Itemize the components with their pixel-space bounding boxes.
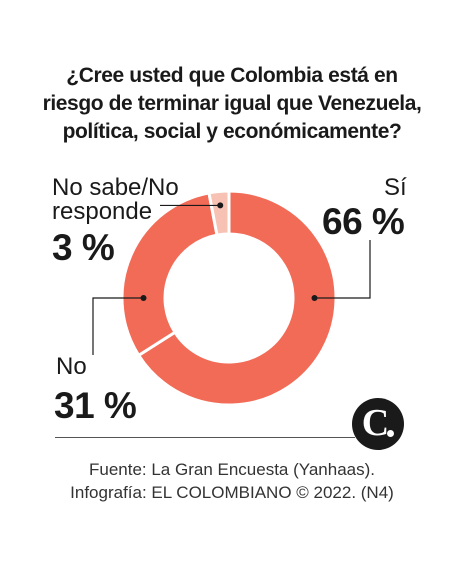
value-no: 31 % (54, 385, 137, 426)
label-no-sabe-line-1: No sabe/No (52, 174, 179, 201)
label-no-sabe-line-2: responde (52, 198, 153, 225)
leader-line-si (314, 240, 371, 299)
chart-title: ¿Cree usted que Colombia está en riesgo … (0, 62, 464, 146)
title-line-1: ¿Cree usted que Colombia está en (66, 64, 398, 87)
source-line-1: Fuente: La Gran Encuesta (Yanhaas). (88, 460, 376, 479)
slice-no (120, 191, 219, 358)
label-no: No (56, 353, 87, 380)
leader-dot-si (311, 295, 318, 301)
value-si: 66 % (322, 201, 405, 242)
logo-letter: C (361, 402, 390, 444)
label-si: Sí (384, 174, 407, 201)
title-line-2: riesgo de terminar igual que Venezuela, (42, 92, 422, 115)
slice-no-sabe (207, 189, 231, 237)
divider-line (55, 437, 355, 438)
leader-line-no (92, 297, 144, 355)
el-colombiano-logo-icon: C (352, 398, 404, 450)
source-line-2: Infografía: EL COLOMBIANO © 2022. (N4) (70, 483, 394, 502)
title-line-3: política, social y económicamente? (62, 120, 402, 143)
leader-dot-no (140, 295, 147, 301)
value-no-sabe: 3 % (52, 227, 115, 268)
leader-dot-no-sabe (217, 202, 224, 209)
slice-si (136, 189, 338, 407)
